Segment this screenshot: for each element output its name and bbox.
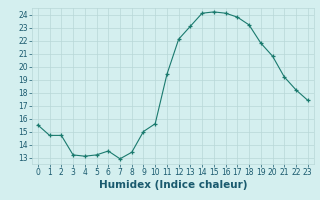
X-axis label: Humidex (Indice chaleur): Humidex (Indice chaleur) xyxy=(99,180,247,190)
